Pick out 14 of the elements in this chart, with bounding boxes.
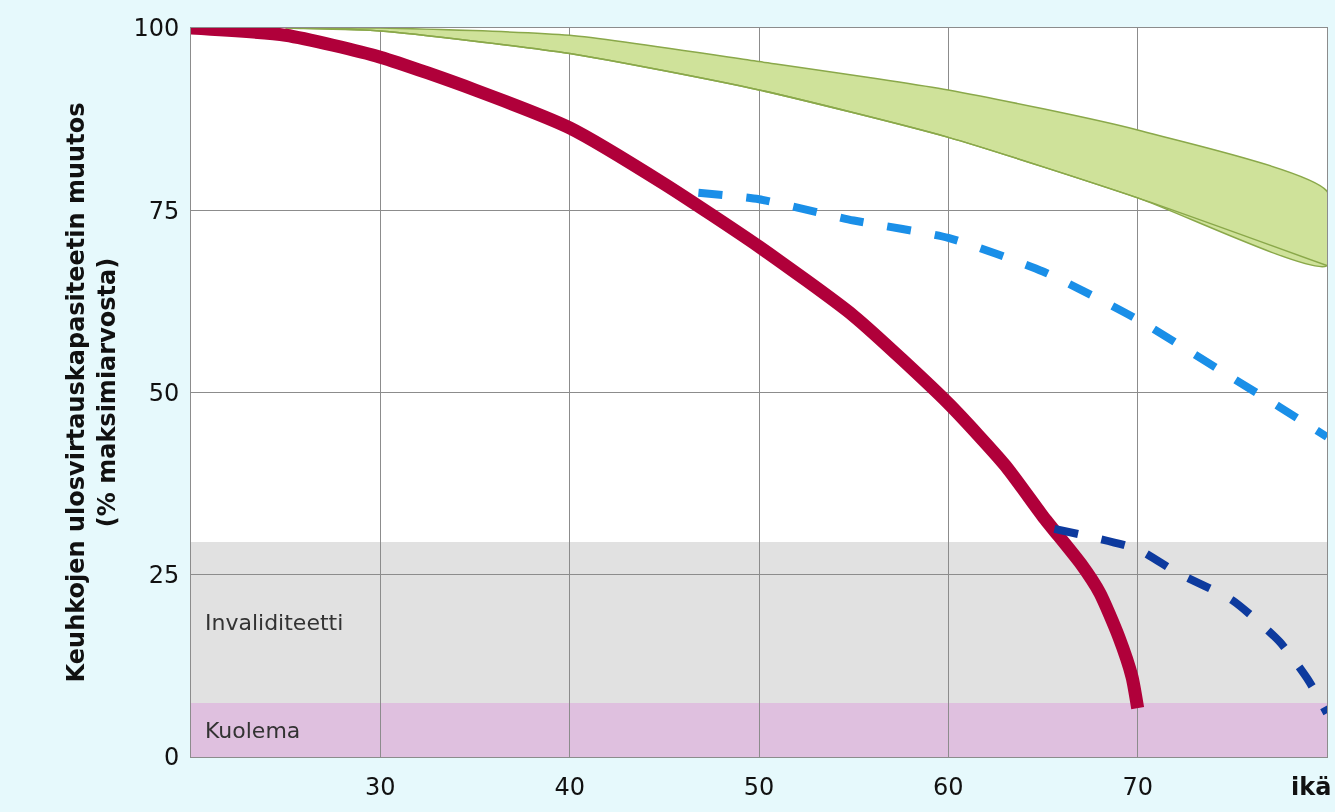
y-tick-label: 100: [133, 14, 180, 43]
band-label: Invaliditeetti: [205, 610, 344, 635]
x-tick-label: 30: [365, 772, 396, 801]
y-tick-label: 0: [163, 743, 180, 772]
x-tick-label: 60: [933, 772, 964, 801]
y-tick-label: 75: [148, 196, 180, 225]
x-tick-label: 70: [1122, 772, 1153, 801]
y-tick-label: 25: [148, 561, 180, 590]
band-label: Kuolema: [205, 718, 301, 743]
x-tick-label: 40: [554, 772, 585, 801]
x-axis-title: ikä: [1291, 773, 1332, 801]
y-axis-title: Keuhkojen ulosvirtauskapasiteetin muutos (% maksimiarvosta): [62, 102, 122, 683]
y-tick-label: 50: [148, 378, 180, 407]
x-tick-label: 50: [743, 772, 775, 801]
